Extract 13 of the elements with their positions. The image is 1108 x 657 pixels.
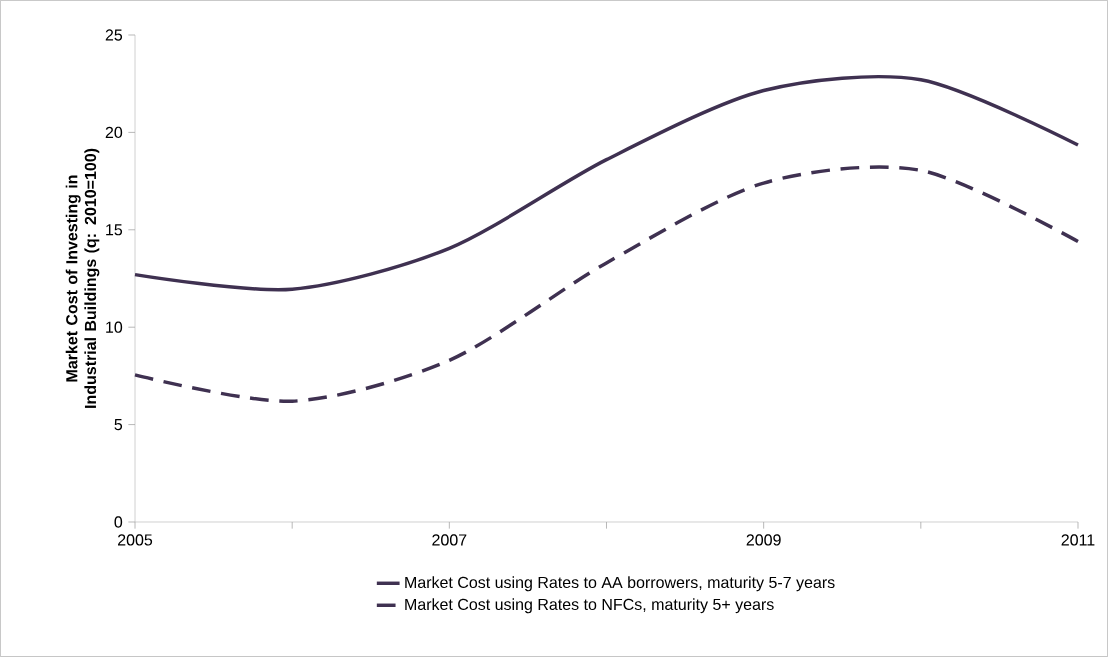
y-axis-title: Market Cost of Investing in Industrial Buildings (q: 2010=100) (65, 148, 100, 408)
y-tick-label: 5 (114, 419, 123, 431)
x-tick-label: 2005 (118, 534, 153, 546)
x-tick-label: 2007 (432, 534, 467, 546)
x-tick-label: 2011 (1061, 534, 1095, 546)
legend-label: Market Cost using Rates to AA borrowers, maturity 5-7 years (405, 576, 835, 592)
y-tick-label: 25 (105, 29, 123, 41)
y-tick-label: 10 (106, 321, 123, 333)
y-tick-label: 15 (106, 224, 123, 236)
x-tick-label: 2009 (746, 534, 781, 546)
legend-label: Market Cost using Rates to NFCs, maturity 5+ years (405, 598, 774, 614)
y-tick-label: 0 (114, 516, 123, 528)
y-tick-label: 20 (105, 126, 123, 139)
